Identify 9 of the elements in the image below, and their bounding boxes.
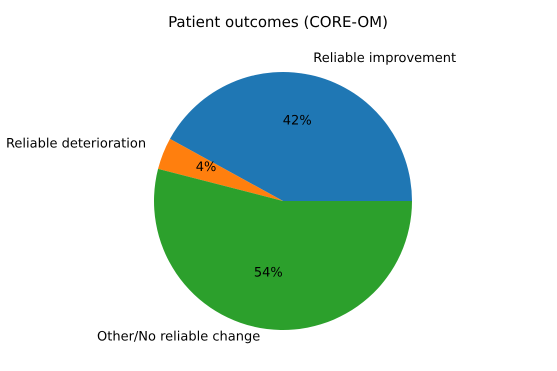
pie-slice <box>158 138 283 201</box>
data-label: 54% <box>254 265 283 280</box>
data-label: 42% <box>282 114 312 129</box>
slice-label: Other/No reliable change <box>97 329 260 344</box>
slice-label: Reliable improvement <box>313 51 456 66</box>
chart-title: Patient outcomes (CORE-OM) <box>168 13 388 31</box>
data-label: 4% <box>196 160 216 176</box>
slice-label: Reliable deterioration <box>6 136 146 152</box>
pie-slice <box>170 72 412 201</box>
